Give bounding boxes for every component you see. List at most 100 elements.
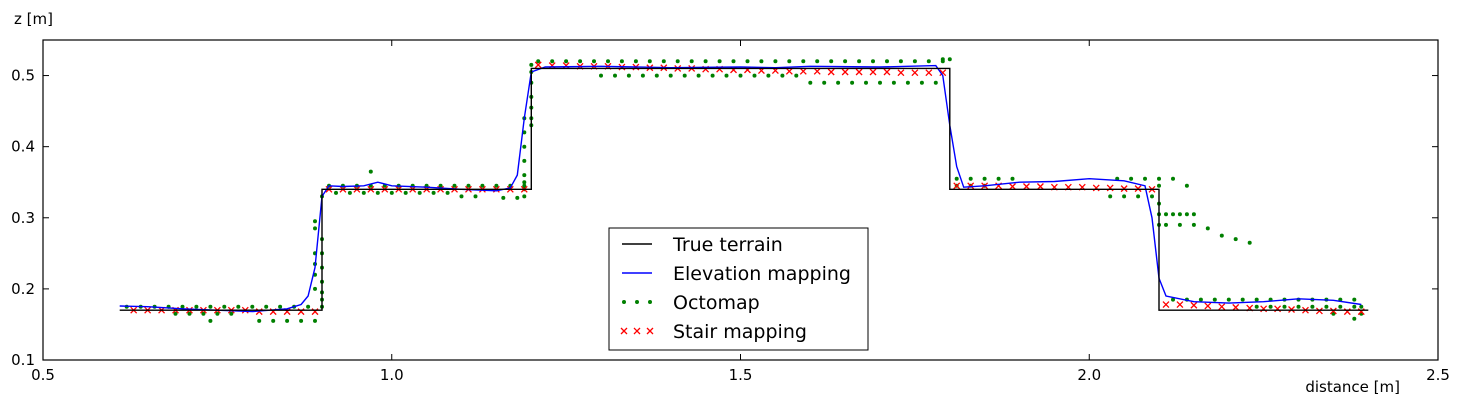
- stair-mapping-point: [1315, 307, 1323, 315]
- octomap-point: [682, 73, 687, 78]
- octomap-point: [1212, 297, 1217, 302]
- octomap-point: [1254, 297, 1259, 302]
- octomap-point: [592, 59, 596, 64]
- octomap-point: [787, 59, 792, 64]
- octomap-point: [633, 59, 638, 64]
- octomap-point: [229, 311, 234, 316]
- octomap-point: [431, 190, 436, 195]
- octomap-point: [766, 73, 771, 78]
- octomap-point: [626, 73, 631, 78]
- octomap-point: [334, 190, 338, 195]
- octomap-point: [919, 80, 924, 85]
- octomap-point: [982, 176, 987, 181]
- octomap-point: [1310, 304, 1315, 309]
- octomap-point: [173, 311, 178, 316]
- octomap-point: [710, 73, 715, 78]
- x-tick-label: 0.5: [31, 366, 55, 384]
- octomap-point: [299, 318, 304, 323]
- octomap-point: [905, 80, 910, 85]
- stair-mapping-point: [925, 69, 933, 77]
- octomap-point: [215, 311, 220, 316]
- stair-mapping-point: [562, 62, 570, 70]
- series-line-true-terrain: [119, 67, 1369, 311]
- octomap-point: [780, 73, 785, 78]
- octomap-point: [473, 194, 478, 199]
- octomap-point: [933, 80, 938, 85]
- octomap-point: [361, 190, 366, 195]
- octomap-point: [417, 190, 422, 195]
- octomap-point: [1352, 316, 1357, 321]
- octomap-point: [752, 73, 757, 78]
- octomap-point: [271, 318, 276, 323]
- series-line-elevation-mapping: [119, 64, 1362, 313]
- stair-mapping-point: [813, 67, 821, 75]
- stair-mapping-point: [1036, 183, 1044, 190]
- octomap-point: [689, 59, 694, 64]
- octomap-point: [1171, 176, 1175, 181]
- octomap-point: [654, 73, 659, 78]
- octomap-point: [878, 80, 882, 85]
- y-tick-label: 0.2: [11, 280, 35, 298]
- legend-label-stair-mapping: Stair mapping: [673, 321, 807, 343]
- octomap-point: [522, 180, 527, 185]
- octomap-point: [968, 176, 973, 181]
- octomap-point: [250, 304, 255, 309]
- octomap-point: [640, 73, 645, 78]
- octomap-point: [647, 59, 652, 64]
- octomap-point: [1191, 212, 1196, 217]
- stair-mapping-point: [1232, 303, 1240, 311]
- octomap-point: [466, 183, 471, 188]
- octomap-point: [347, 190, 352, 195]
- y-tick-label: 0.1: [11, 351, 35, 369]
- octomap-point: [278, 304, 283, 309]
- octomap-point: [529, 62, 534, 67]
- octomap-point: [836, 80, 841, 85]
- octomap-point: [1324, 304, 1329, 309]
- octomap-point: [257, 318, 262, 323]
- octomap-point: [1164, 212, 1168, 217]
- octomap-point: [891, 80, 896, 85]
- octomap-point: [857, 59, 862, 64]
- stair-mapping-point: [883, 68, 891, 76]
- octomap-point: [368, 169, 373, 174]
- octomap-point: [201, 311, 206, 316]
- stair-mapping-point: [1204, 302, 1212, 310]
- legend-symbols: [620, 243, 654, 335]
- octomap-point: [522, 173, 527, 178]
- octomap-point: [1157, 176, 1161, 181]
- octomap-point: [1359, 304, 1364, 309]
- y-tick-label: 0.3: [11, 209, 35, 227]
- octomap-point: [731, 59, 736, 64]
- stair-mapping-point: [953, 182, 961, 190]
- octomap-point: [522, 194, 527, 199]
- legend-x-stair-mapping: [620, 327, 628, 335]
- stair-mapping-point: [841, 68, 849, 76]
- octomap-point: [661, 59, 666, 64]
- octomap-point: [522, 144, 527, 149]
- octomap-point: [1352, 297, 1357, 302]
- stair-mapping-point: [534, 61, 542, 69]
- octomap-point: [738, 73, 743, 78]
- legend: True terrain Elevation mapping Octomap S…: [608, 227, 869, 351]
- octomap-point: [501, 195, 506, 200]
- octomap-point: [822, 80, 827, 85]
- octomap-point: [1143, 176, 1147, 181]
- octomap-point: [578, 59, 583, 64]
- legend-dot-octomap: [648, 300, 652, 304]
- octomap-point: [675, 59, 680, 64]
- octomap-point: [438, 183, 443, 188]
- octomap-point: [850, 80, 855, 85]
- octomap-point: [1296, 304, 1301, 309]
- stair-mapping-point: [827, 68, 835, 76]
- octomap-point: [515, 195, 520, 200]
- octomap-point: [313, 219, 317, 224]
- octomap-point: [1150, 194, 1154, 199]
- axes: 0.5 1.0 1.5 2.0 2.5 0.1 0.2 0.3 0.4 0.5: [11, 40, 1450, 384]
- octomap-point: [794, 73, 799, 78]
- octomap-point: [1268, 304, 1273, 309]
- octomap-point: [703, 59, 708, 64]
- octomap-point: [619, 59, 624, 64]
- octomap-point: [1352, 304, 1357, 309]
- octomap-point: [285, 318, 290, 323]
